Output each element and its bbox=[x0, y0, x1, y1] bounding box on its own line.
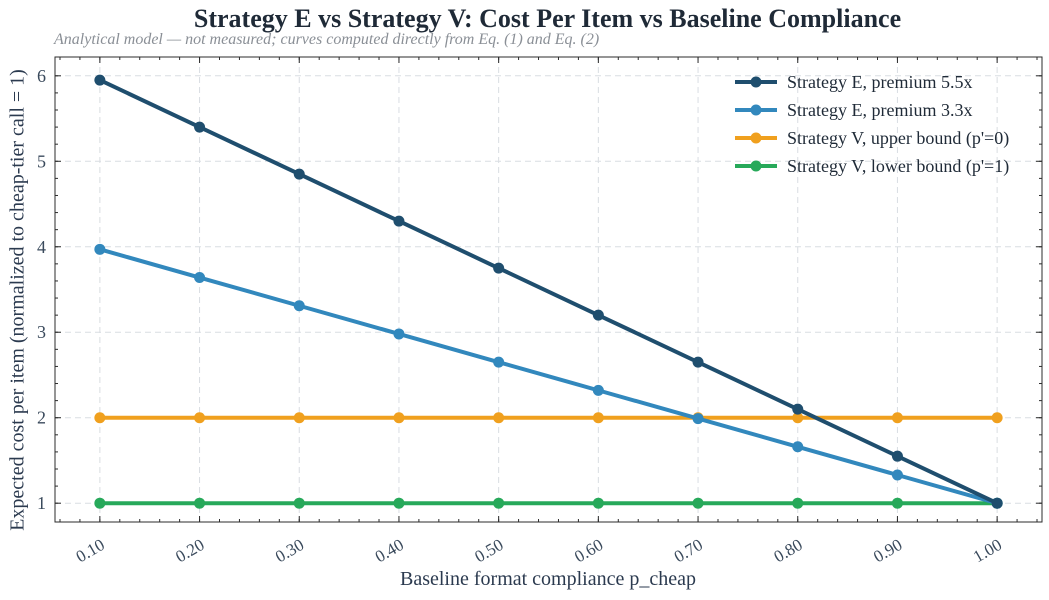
data-point bbox=[194, 412, 206, 424]
legend-swatch-marker bbox=[750, 104, 762, 116]
chart-title: Strategy E vs Strategy V: Cost Per Item … bbox=[193, 4, 902, 33]
legend-label: Strategy V, upper bound (p'=0) bbox=[787, 128, 1009, 149]
data-point bbox=[692, 497, 704, 509]
data-point bbox=[94, 74, 106, 86]
legend-swatch-marker bbox=[750, 160, 762, 172]
y-tick-label: 3 bbox=[37, 322, 46, 342]
x-tick-label: 0.20 bbox=[172, 535, 207, 566]
axes: 1 2 3 4 5 6 0.10 0.20 0.30 0.40 0.50 0.60 0.70 0.80 0.… bbox=[37, 56, 1043, 566]
x-tick-label: 0.90 bbox=[870, 535, 905, 566]
data-point bbox=[891, 450, 903, 462]
legend-label: Strategy V, lower bound (p'=1) bbox=[787, 156, 1009, 177]
data-point bbox=[94, 243, 106, 255]
x-tick-label: 0.10 bbox=[73, 535, 108, 566]
data-point bbox=[393, 497, 405, 509]
data-point bbox=[891, 497, 903, 509]
x-axis-label: Baseline format compliance p_cheap bbox=[400, 568, 696, 590]
data-point bbox=[991, 497, 1003, 509]
data-point bbox=[792, 403, 804, 415]
y-tick-label: 1 bbox=[37, 493, 46, 513]
legend-label: Strategy E, premium 5.5x bbox=[787, 72, 972, 92]
data-point bbox=[493, 412, 505, 424]
data-point bbox=[891, 469, 903, 481]
y-tick-label: 6 bbox=[37, 66, 46, 86]
data-point bbox=[592, 497, 604, 509]
data-point bbox=[891, 412, 903, 424]
plot-frame bbox=[54, 56, 1043, 523]
data-point bbox=[194, 272, 206, 284]
y-tick-label: 2 bbox=[37, 408, 46, 428]
data-point bbox=[991, 412, 1003, 424]
x-tick-label: 0.50 bbox=[471, 535, 506, 566]
legend-swatch-marker bbox=[750, 132, 762, 144]
data-point bbox=[592, 309, 604, 321]
data-point bbox=[792, 412, 804, 424]
y-tick-label: 4 bbox=[37, 237, 46, 257]
data-point bbox=[94, 412, 106, 424]
data-point bbox=[293, 412, 305, 424]
data-point bbox=[194, 121, 206, 133]
data-point bbox=[592, 384, 604, 396]
series-line-1 bbox=[97, 78, 1000, 506]
data-point bbox=[493, 262, 505, 274]
data-point bbox=[493, 497, 505, 509]
series-line-2 bbox=[97, 247, 1000, 506]
data-point bbox=[393, 328, 405, 340]
data-point bbox=[94, 497, 106, 509]
data-point bbox=[393, 412, 405, 424]
data-point bbox=[792, 441, 804, 453]
legend-label: Strategy E, premium 3.3x bbox=[787, 100, 972, 120]
data-point bbox=[293, 497, 305, 509]
data-point bbox=[293, 300, 305, 312]
x-tick-label: 1.00 bbox=[970, 535, 1005, 566]
x-tick-label: 0.60 bbox=[571, 535, 606, 566]
x-tick-label: 0.40 bbox=[372, 535, 407, 566]
series-group bbox=[94, 74, 1003, 509]
x-tick-label: 0.30 bbox=[272, 535, 307, 566]
data-point bbox=[692, 356, 704, 368]
y-tick-label: 5 bbox=[37, 151, 46, 171]
x-tick-label: 0.80 bbox=[770, 535, 805, 566]
x-tick-label: 0.70 bbox=[671, 535, 706, 566]
data-point bbox=[792, 497, 804, 509]
data-point bbox=[194, 497, 206, 509]
legend-swatch-marker bbox=[750, 76, 762, 88]
data-point bbox=[293, 168, 305, 180]
data-point bbox=[692, 413, 704, 425]
chart-subtitle: Analytical model — not measured; curves … bbox=[54, 31, 600, 48]
data-point bbox=[592, 412, 604, 424]
data-point bbox=[493, 356, 505, 368]
data-point bbox=[393, 215, 405, 227]
legend: Strategy E, premium 5.5x Strategy E, prem… bbox=[735, 72, 1009, 177]
